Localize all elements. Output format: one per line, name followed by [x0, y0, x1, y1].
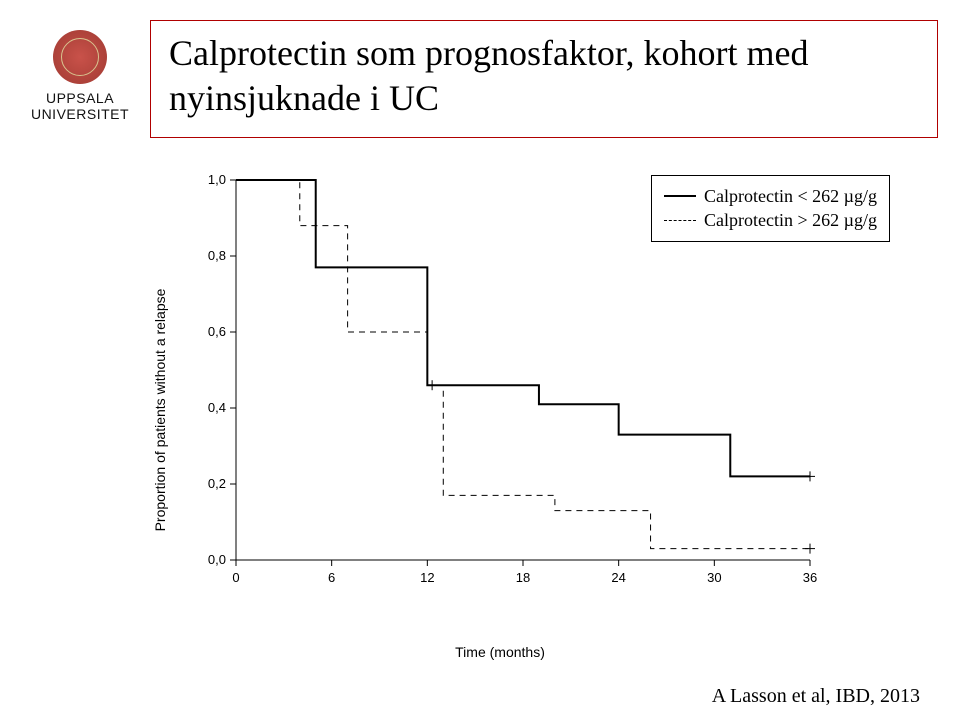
svg-text:30: 30: [707, 570, 721, 585]
x-axis-label: Time (months): [455, 644, 545, 660]
svg-text:0,2: 0,2: [208, 476, 226, 491]
slide-title: Calprotectin som prognosfaktor, kohort m…: [150, 20, 938, 138]
svg-text:12: 12: [420, 570, 434, 585]
svg-text:1,0: 1,0: [208, 172, 226, 187]
svg-text:24: 24: [611, 570, 625, 585]
logo-line1: UPPSALA: [20, 90, 140, 106]
svg-text:0,4: 0,4: [208, 400, 226, 415]
svg-text:36: 36: [803, 570, 817, 585]
citation: A Lasson et al, IBD, 2013: [712, 685, 920, 708]
seal-icon: [53, 30, 107, 84]
svg-text:0,0: 0,0: [208, 552, 226, 567]
svg-text:0,6: 0,6: [208, 324, 226, 339]
svg-text:18: 18: [516, 570, 530, 585]
y-axis-label: Proportion of patients without a relapse: [152, 289, 168, 532]
svg-text:0,8: 0,8: [208, 248, 226, 263]
svg-text:6: 6: [328, 570, 335, 585]
logo-line2: UNIVERSITET: [20, 106, 140, 122]
svg-text:0: 0: [232, 570, 239, 585]
university-logo: UPPSALA UNIVERSITET: [20, 30, 140, 122]
km-svg: 0,0 0,2 0,4 0,6 0,8 1,0 0 6 12 18 24 30 36: [180, 170, 820, 610]
km-chart: Proportion of patients without a relapse…: [180, 170, 820, 650]
